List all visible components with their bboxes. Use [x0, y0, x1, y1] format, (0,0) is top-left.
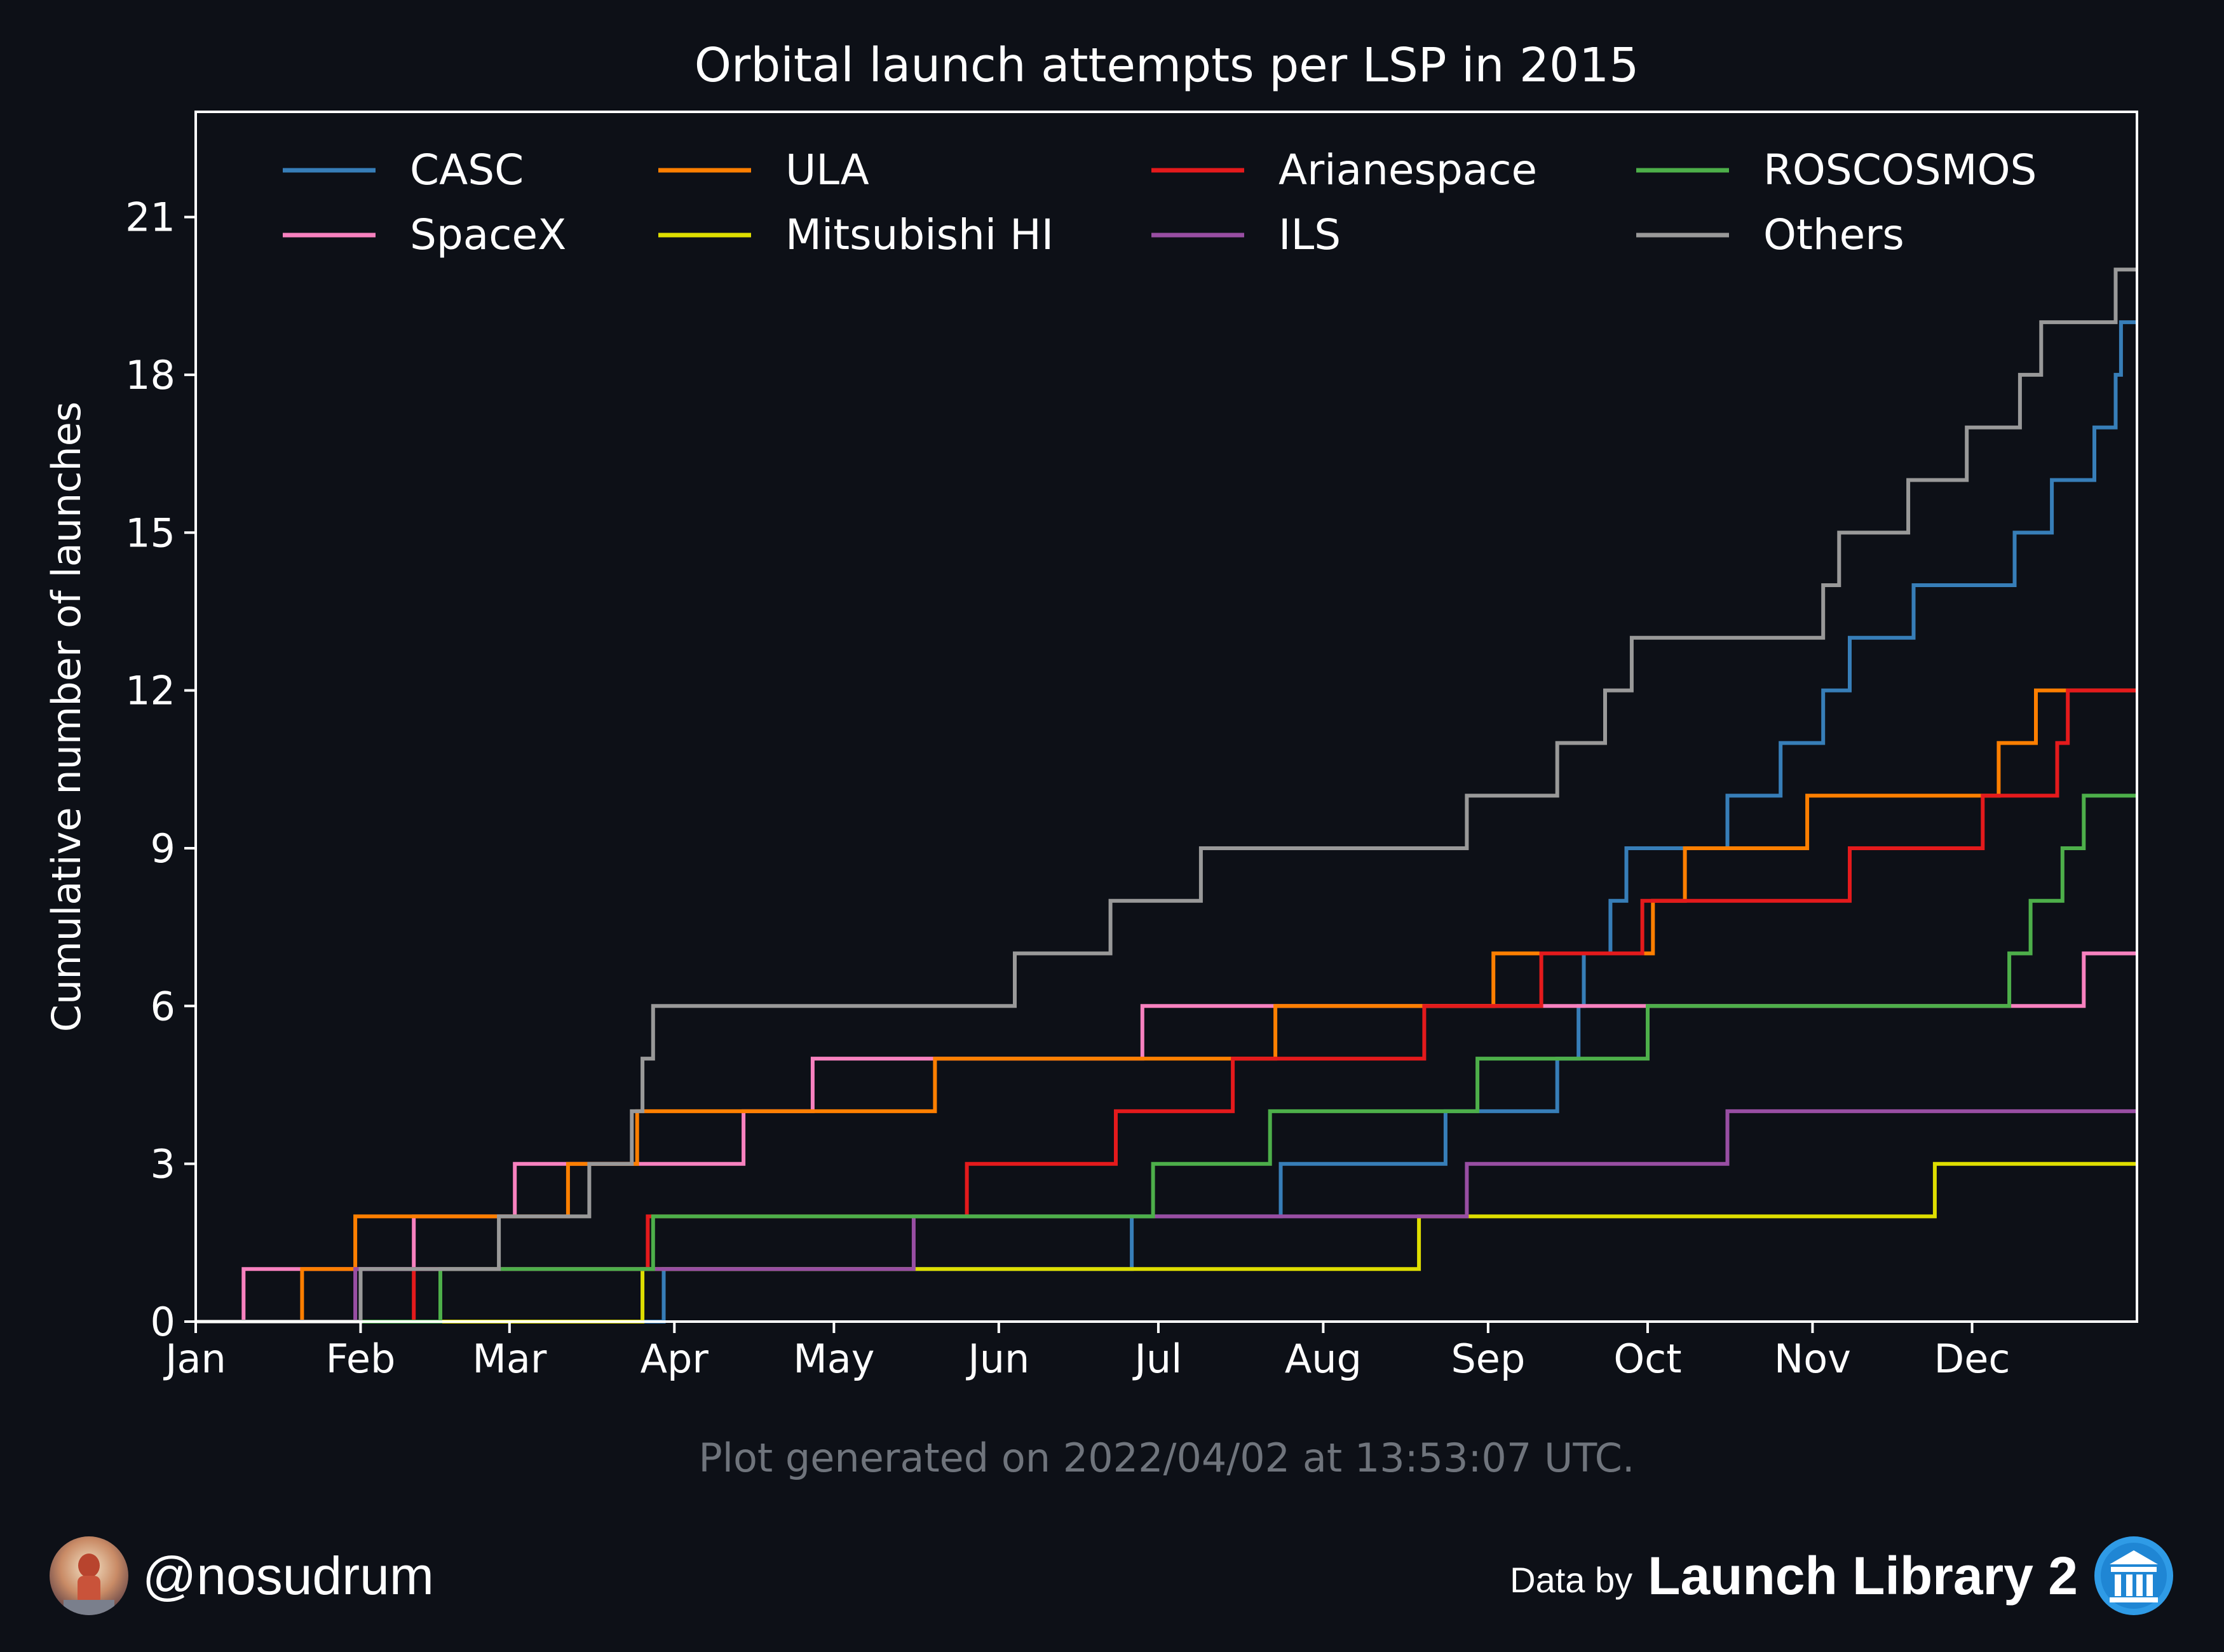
x-tick-label: Apr — [641, 1336, 709, 1382]
x-tick-label: Jan — [163, 1336, 226, 1382]
x-tick-label: Aug — [1285, 1336, 1362, 1382]
y-tick-label: 3 — [151, 1141, 175, 1188]
avatar — [50, 1536, 128, 1615]
y-tick-label: 15 — [125, 510, 175, 556]
x-tick-label: May — [793, 1336, 874, 1382]
legend-label-ils: ILS — [1278, 210, 1341, 259]
legend-label-arianespace: Arianespace — [1278, 146, 1537, 194]
author-handle: @nosudrum — [142, 1545, 434, 1606]
plot-frame — [194, 111, 2138, 1323]
legend: CASC SpaceX ULA Mitsubishi HI Arianespace ILS… — [283, 146, 2037, 259]
launch-library-logo-icon — [2094, 1536, 2173, 1615]
legend-label-ula: ULA — [785, 146, 869, 194]
legend-label-others: Others — [1763, 210, 1904, 259]
legend-label-mitsubishi-hi: Mitsubishi HI — [785, 210, 1054, 259]
legend-label-roscosmos: ROSCOSMOS — [1763, 146, 2037, 194]
legend-label-casc: CASC — [410, 146, 524, 194]
x-tick-label: Mar — [472, 1336, 546, 1382]
series-line-others — [196, 267, 2137, 1324]
series-line-spacex — [196, 951, 2137, 1324]
series-line-casc — [196, 320, 2137, 1324]
chart-title: Orbital launch attempts per LSP in 2015 — [695, 38, 1639, 93]
author-block: @nosudrum — [50, 1534, 434, 1617]
x-tick-label: Sep — [1451, 1336, 1525, 1382]
legend-label-spacex: SpaceX — [410, 210, 566, 259]
source-name: Launch Library 2 — [1648, 1545, 2078, 1606]
generated-note: Plot generated on 2022/04/02 at 13:53:07… — [698, 1435, 1634, 1481]
source-block: Data by Launch Library 2 — [1510, 1534, 2174, 1617]
axis-layer: 0 3 6 9 12 15 18 21 Jan Feb Mar Apr May Jun Jul Aug Sep O… — [125, 194, 2010, 1382]
x-tick-label: Oct — [1613, 1336, 1681, 1382]
series-line-ils — [196, 1109, 2137, 1324]
series-line-roscosmos — [196, 794, 2137, 1324]
y-axis-label: Cumulative number of launches — [43, 402, 90, 1032]
x-tick-label: Jul — [1132, 1336, 1183, 1382]
x-tick-label: Jun — [965, 1336, 1029, 1382]
series-line-ula — [196, 688, 2137, 1324]
y-tick-label: 18 — [125, 352, 175, 398]
series-layer — [196, 267, 2137, 1324]
y-tick-label: 21 — [125, 194, 175, 241]
x-tick-label: Nov — [1774, 1336, 1851, 1382]
data-by-label: Data by — [1510, 1559, 1633, 1600]
series-line-mitsubishi-hi — [196, 1161, 2137, 1324]
y-tick-label: 12 — [125, 668, 175, 714]
y-tick-label: 0 — [151, 1299, 175, 1345]
y-tick-label: 9 — [151, 825, 175, 872]
y-tick-label: 6 — [151, 983, 175, 1029]
x-tick-label: Feb — [326, 1336, 396, 1382]
x-tick-label: Dec — [1934, 1336, 2010, 1382]
